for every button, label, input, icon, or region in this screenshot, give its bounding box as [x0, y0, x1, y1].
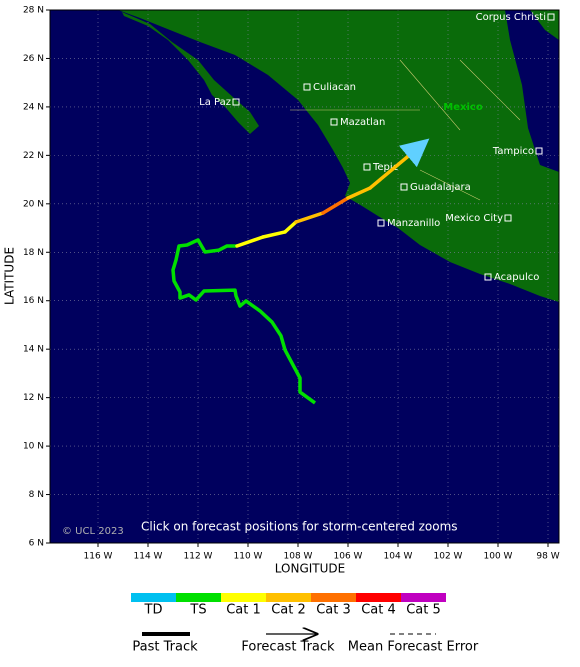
- category-label: TD: [144, 603, 163, 618]
- x-tick-label: 104 W: [384, 552, 413, 562]
- category-swatch: [221, 593, 266, 602]
- category-label: Cat 2: [271, 603, 306, 618]
- x-tick-label: 110 W: [234, 552, 263, 562]
- category-label: Cat 3: [316, 603, 351, 618]
- x-tick-label: 114 W: [134, 552, 163, 562]
- y-tick-label: 18 N: [23, 248, 44, 258]
- forecast-segment: [261, 230, 287, 239]
- copyright: © UCL 2023: [62, 526, 124, 537]
- x-tick-label: 100 W: [484, 552, 513, 562]
- city-marker: [377, 219, 385, 227]
- forecast-segment: [368, 138, 430, 190]
- category-swatch: [131, 593, 176, 602]
- legend-label: Past Track: [132, 640, 198, 655]
- city-marker: [232, 98, 240, 106]
- y-axis-title: LATITUDE: [3, 247, 17, 305]
- category-swatch: [311, 593, 356, 602]
- note: Click on forecast positions for storm-ce…: [141, 520, 458, 534]
- city-marker: [363, 163, 371, 171]
- x-axis-title: LONGITUDE: [275, 562, 345, 576]
- city-label: Tepic: [372, 162, 398, 173]
- forecast-segment: [294, 211, 325, 224]
- category-swatch: [266, 593, 311, 602]
- category-label: Cat 5: [406, 603, 441, 618]
- mainland: [118, 10, 559, 302]
- cities: Corpus Christi Culiacan La Paz Mazatlan …: [199, 12, 555, 283]
- forecast-segment: [283, 220, 298, 234]
- city-label: Mazatlan: [340, 117, 385, 128]
- category-swatch: [356, 593, 401, 602]
- state-borders: [290, 59, 521, 201]
- city-marker: [535, 147, 543, 155]
- city-label: Guadalajara: [410, 182, 471, 193]
- land: [118, 10, 559, 302]
- gulf: [505, 10, 559, 172]
- legend: Past Track Forecast Track Mean Forecast …: [131, 593, 479, 655]
- city-label: Manzanillo: [387, 218, 440, 229]
- city-label: Mexico City: [445, 213, 503, 224]
- y-tick-label: 28 N: [23, 6, 44, 16]
- x-tick-label: 116 W: [84, 552, 113, 562]
- y-tick-label: 16 N: [23, 296, 44, 306]
- forecast-segment: [321, 196, 350, 215]
- category-swatch: [401, 593, 446, 602]
- city-marker: [547, 13, 555, 21]
- category-label: TS: [189, 603, 206, 618]
- city-label: Acapulco: [494, 272, 539, 283]
- y-tick-label: 6 N: [29, 539, 44, 549]
- forecast-segment: [235, 235, 265, 248]
- city-marker: [484, 273, 492, 281]
- category-swatch: [176, 593, 221, 602]
- x-tick-label: 106 W: [334, 552, 363, 562]
- city-marker: [330, 118, 338, 126]
- city-label: Culiacan: [313, 82, 356, 93]
- city-marker: [400, 183, 408, 191]
- city-label: Tampico: [492, 146, 534, 157]
- y-tick-label: 20 N: [23, 199, 44, 209]
- x-tick-label: 98 W: [536, 552, 559, 562]
- y-tick-label: 10 N: [23, 442, 44, 452]
- city-label: La Paz: [199, 97, 231, 108]
- y-tick-label: 14 N: [23, 345, 44, 355]
- y-tick-label: 12 N: [23, 393, 44, 403]
- legend-label: Forecast Track: [241, 640, 335, 655]
- category-label: Cat 4: [361, 603, 396, 618]
- x-tick-label: 102 W: [434, 552, 463, 562]
- y-tick-label: 22 N: [23, 151, 44, 161]
- plot-frame: [49, 9, 560, 544]
- track: [171, 138, 430, 405]
- city-label: Corpus Christi: [476, 12, 546, 23]
- y-tick-label: 24 N: [23, 102, 44, 112]
- past-track: [171, 238, 317, 405]
- x-tick-label: 108 W: [284, 552, 313, 562]
- y-tick-label: 26 N: [23, 54, 44, 64]
- city-marker: [504, 214, 512, 222]
- legend-label: Mean Forecast Error: [348, 640, 479, 655]
- city-marker: [303, 83, 311, 91]
- country-label: Mexico: [443, 102, 483, 113]
- forecast-segment: [346, 186, 372, 200]
- baja-california: [122, 12, 259, 134]
- y-tick-label: 8 N: [29, 490, 44, 500]
- category-label: Cat 1: [226, 603, 261, 618]
- x-tick-label: 112 W: [184, 552, 213, 562]
